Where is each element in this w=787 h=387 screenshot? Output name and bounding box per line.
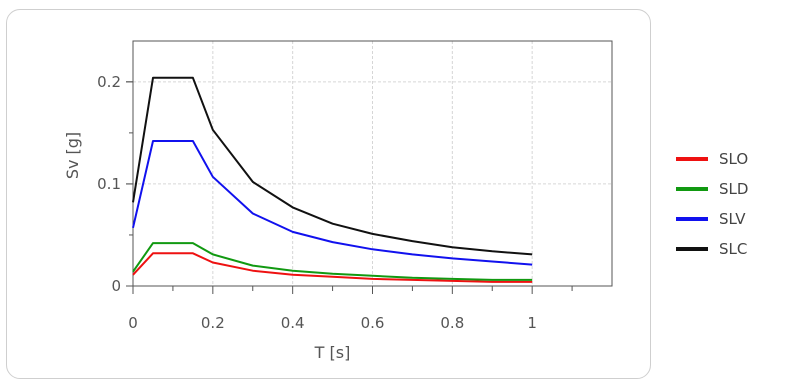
- x-tick-label: 0.4: [281, 314, 305, 332]
- series-line-slc: [132, 76, 533, 256]
- y-tick-label: 0.1: [97, 175, 121, 193]
- x-tick-label: 0.2: [201, 314, 225, 332]
- legend-swatch: [676, 217, 708, 221]
- legend-label: SLD: [719, 180, 749, 198]
- y-tick-label: 0.2: [97, 73, 121, 91]
- legend-swatch: [676, 157, 708, 161]
- series-line-slv: [132, 140, 533, 266]
- y-tick-label: 0: [111, 277, 121, 295]
- x-tick-label: 1: [527, 314, 537, 332]
- legend-swatch: [676, 247, 708, 251]
- series-line-slo: [132, 252, 533, 283]
- legend: SLO SLD SLV SLC: [676, 144, 748, 264]
- legend-swatch: [676, 187, 708, 191]
- legend-item-slv[interactable]: SLV: [676, 204, 748, 234]
- legend-item-slo[interactable]: SLO: [676, 144, 748, 174]
- series-line-sld: [132, 242, 533, 281]
- x-axis-label: T [s]: [314, 343, 351, 362]
- legend-item-slc[interactable]: SLC: [676, 234, 748, 264]
- y-axis-label: Sv [g]: [63, 132, 82, 179]
- legend-label: SLC: [719, 240, 748, 258]
- legend-item-sld[interactable]: SLD: [676, 174, 748, 204]
- legend-label: SLO: [719, 150, 749, 168]
- x-tick-label: 0: [128, 314, 138, 332]
- legend-label: SLV: [719, 210, 746, 228]
- x-tick-label: 0.6: [361, 314, 385, 332]
- x-tick-label: 0.8: [440, 314, 464, 332]
